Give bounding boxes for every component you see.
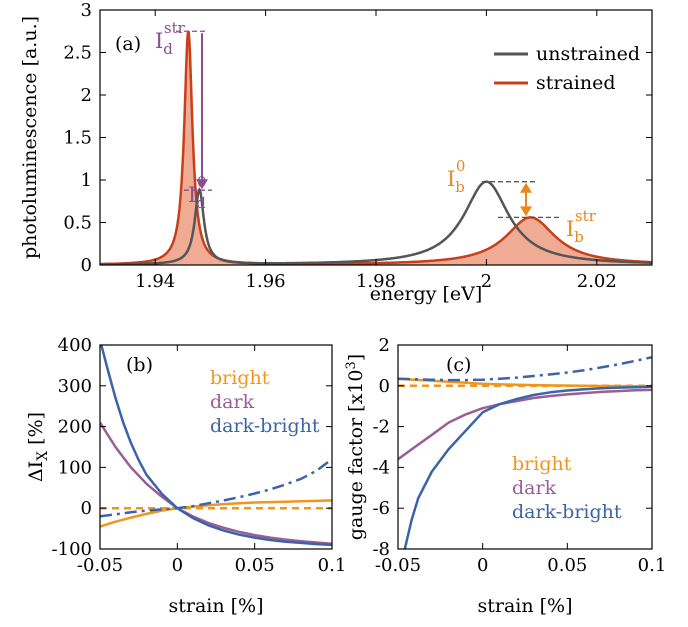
plot-area	[100, 345, 332, 547]
y-tick-label: 0	[379, 376, 390, 397]
annotation-sub: b	[574, 228, 584, 246]
annotation-main: I	[447, 167, 455, 191]
y-tick-label: 2	[81, 85, 92, 106]
legend-label: bright	[210, 367, 270, 389]
x-tick-label: 0	[172, 555, 183, 576]
y-tick-label: 0	[81, 255, 92, 276]
x-tick-label: 0	[477, 555, 488, 576]
annotation-sup: str	[575, 207, 597, 225]
x-tick-label: 1.98	[356, 271, 396, 292]
y-tick-label: 0.5	[63, 213, 92, 234]
x-tick-label: 1.96	[246, 271, 286, 292]
legend-label: dark	[210, 391, 255, 413]
y-tick-label: 400	[58, 335, 92, 356]
y-tick-label: -100	[52, 539, 92, 560]
arrow-head	[196, 179, 208, 190]
arrow-head	[520, 206, 532, 217]
series-line	[100, 421, 332, 545]
annotation-label: Id 0	[188, 173, 206, 212]
y-tick-label: -8	[372, 539, 390, 560]
annotation-main: I	[188, 183, 196, 207]
x-axis-label: strain [%]	[168, 595, 263, 617]
legend-label: dark-bright	[512, 501, 622, 523]
y-axis-label-unit: [%]	[25, 412, 47, 445]
annotation-sub: b	[455, 178, 465, 196]
y-axis-label: ΔIX [%]	[25, 412, 51, 482]
y-tick-label: -6	[372, 498, 390, 519]
annotation-label: Id str	[155, 19, 186, 58]
plot-area	[398, 355, 652, 549]
annotation-sup: 0	[456, 157, 466, 175]
annotation-sub: d	[163, 40, 173, 58]
y-axis-label-end: ]	[345, 354, 367, 361]
legend-label: dark-bright	[210, 415, 320, 437]
annotation-sub: d	[196, 194, 206, 212]
series-line	[403, 385, 652, 549]
x-tick-label: 0.1	[638, 555, 667, 576]
y-tick-label: 300	[58, 376, 92, 397]
y-tick-label: 2	[379, 335, 390, 356]
y-tick-label: -4	[372, 457, 390, 478]
legend-label: strained	[536, 72, 616, 94]
annotation-label: Ib str	[566, 207, 597, 246]
legend-label: bright	[512, 453, 572, 475]
x-tick-label: 0.05	[547, 555, 587, 576]
panel-label: (b)	[126, 354, 153, 376]
series-line	[100, 345, 332, 547]
series-line	[398, 388, 652, 461]
y-axis-label: gauge factor [x103]	[344, 354, 367, 540]
series-line	[398, 355, 652, 382]
annotation-sup: str	[164, 19, 186, 37]
annotation-main: I	[155, 29, 163, 53]
x-tick-label: 0.05	[235, 555, 275, 576]
series-line	[100, 499, 332, 528]
annotation-label: Ib 0	[447, 157, 465, 196]
y-axis-label-main: ΔI	[25, 461, 47, 482]
annotation-main: I	[566, 217, 574, 241]
x-tick-label: -0.05	[375, 555, 421, 576]
axes-frame	[99, 344, 333, 550]
annotation-sup: 0	[197, 173, 207, 191]
x-axis-label: energy [eV]	[370, 283, 483, 305]
x-axis-label: strain [%]	[477, 595, 572, 617]
panel-a: 1.94 1.96 1.98 2 2.02 0 0.5 1 1.5 2 2.5 3 energy [eV…	[19, 0, 653, 305]
y-tick-label: 2.5	[63, 43, 92, 64]
axes-frame	[397, 344, 653, 550]
y-axis-label-main: gauge factor [x10	[345, 370, 367, 541]
legend-label: dark	[512, 477, 557, 499]
y-tick-label: 200	[58, 417, 92, 438]
y-tick-label: 3	[81, 0, 92, 21]
y-tick-label: 1.5	[63, 128, 92, 149]
y-tick-label: 100	[58, 457, 92, 478]
y-axis-label: photoluminescence [a.u.]	[19, 16, 41, 259]
panel-label: (a)	[115, 33, 141, 55]
y-tick-label: 1	[81, 170, 92, 191]
y-tick-label: 0	[81, 498, 92, 519]
legend-label: unstrained	[536, 43, 640, 65]
x-tick-label: 2	[481, 271, 492, 292]
x-tick-label: -0.05	[77, 555, 123, 576]
x-tick-label: 2.02	[577, 271, 617, 292]
y-tick-label: -2	[372, 417, 390, 438]
panel-label: (c)	[446, 354, 471, 376]
panel-b: -0.05 0 0.05 0.1 -100 0 100 200 300 400 strain [%]…	[25, 335, 346, 617]
x-tick-label: 0.1	[318, 555, 347, 576]
y-axis-label-sub: X	[35, 451, 51, 461]
y-axis-label-sup: 3	[344, 361, 359, 369]
arrow-head	[520, 182, 532, 193]
x-tick-label: 1.94	[135, 271, 175, 292]
